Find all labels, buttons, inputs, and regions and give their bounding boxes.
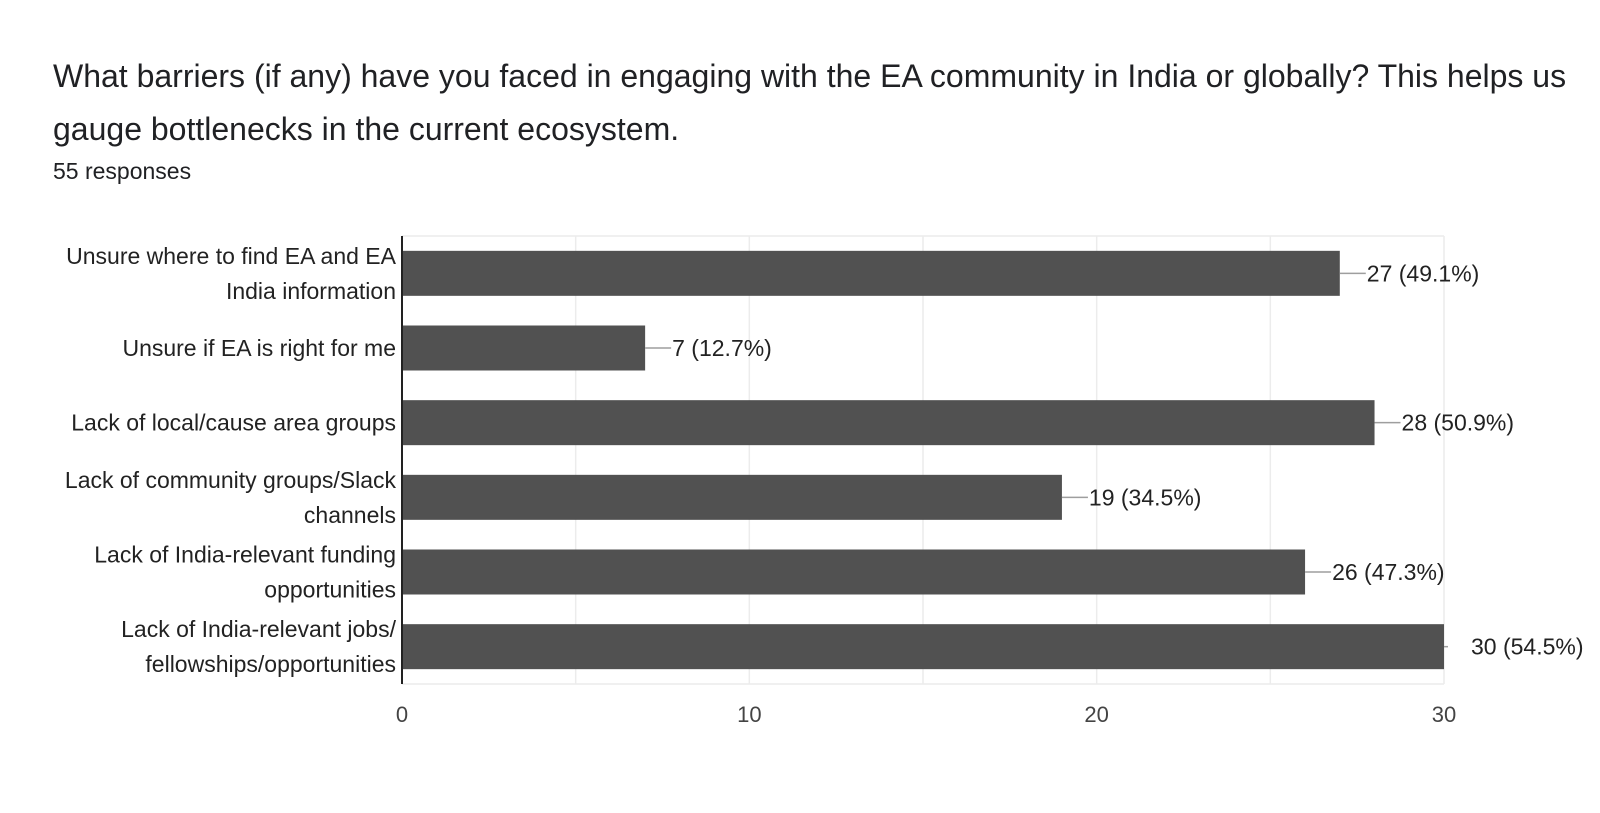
labels: 27 (49.1%) Unsure where to find EA and EA… bbox=[65, 243, 1584, 677]
category-label-line: Lack of India-relevant jobs/ bbox=[121, 616, 396, 642]
category-label-line: Lack of India-relevant funding bbox=[94, 542, 396, 568]
response-count: 55 responses bbox=[53, 158, 192, 184]
x-tick-label: 30 bbox=[1432, 702, 1456, 727]
value-label: 27 (49.1%) bbox=[1367, 260, 1480, 286]
category-label-line: channels bbox=[304, 502, 396, 528]
value-label: 19 (34.5%) bbox=[1089, 484, 1202, 510]
category-label: Lack of local/cause area groups bbox=[71, 410, 396, 436]
grid-lines bbox=[402, 235, 1445, 685]
x-tick-label: 20 bbox=[1084, 702, 1108, 727]
category-label-line: Lack of community groups/Slack bbox=[65, 467, 397, 493]
category-label-line: fellowships/opportunities bbox=[145, 651, 396, 677]
value-label: 26 (47.3%) bbox=[1332, 559, 1445, 585]
value-label: 7 (12.7%) bbox=[672, 335, 772, 361]
category-label: Lack of community groups/Slack channels bbox=[65, 467, 397, 528]
category-label-line: India information bbox=[226, 278, 396, 304]
bars bbox=[402, 250, 1444, 670]
category-label-line: opportunities bbox=[264, 577, 396, 603]
bar bbox=[402, 474, 1062, 520]
category-label-line: Unsure if EA is right for me bbox=[122, 335, 396, 361]
category-label: Unsure where to find EA and EA India info… bbox=[66, 243, 397, 304]
bar bbox=[402, 250, 1340, 296]
category-label-line: Unsure where to find EA and EA bbox=[66, 243, 397, 269]
bar bbox=[402, 624, 1444, 670]
category-label-line: Lack of local/cause area groups bbox=[71, 410, 396, 436]
category-label: Lack of India-relevant jobs/fellowships/… bbox=[121, 616, 396, 677]
x-tick-label: 10 bbox=[737, 702, 761, 727]
bar bbox=[402, 549, 1306, 595]
axes: 0 10 20 30 bbox=[396, 236, 1456, 727]
question-title: What barriers (if any) have you faced in… bbox=[53, 58, 1567, 147]
category-label: Unsure if EA is right for me bbox=[122, 335, 396, 361]
value-label: 28 (50.9%) bbox=[1402, 410, 1515, 436]
value-label: 30 (54.5%) bbox=[1471, 634, 1584, 660]
bar bbox=[402, 325, 646, 371]
category-label: Lack of India-relevant funding opportunit… bbox=[94, 542, 396, 603]
bar bbox=[402, 400, 1375, 446]
x-tick-label: 0 bbox=[396, 702, 408, 727]
